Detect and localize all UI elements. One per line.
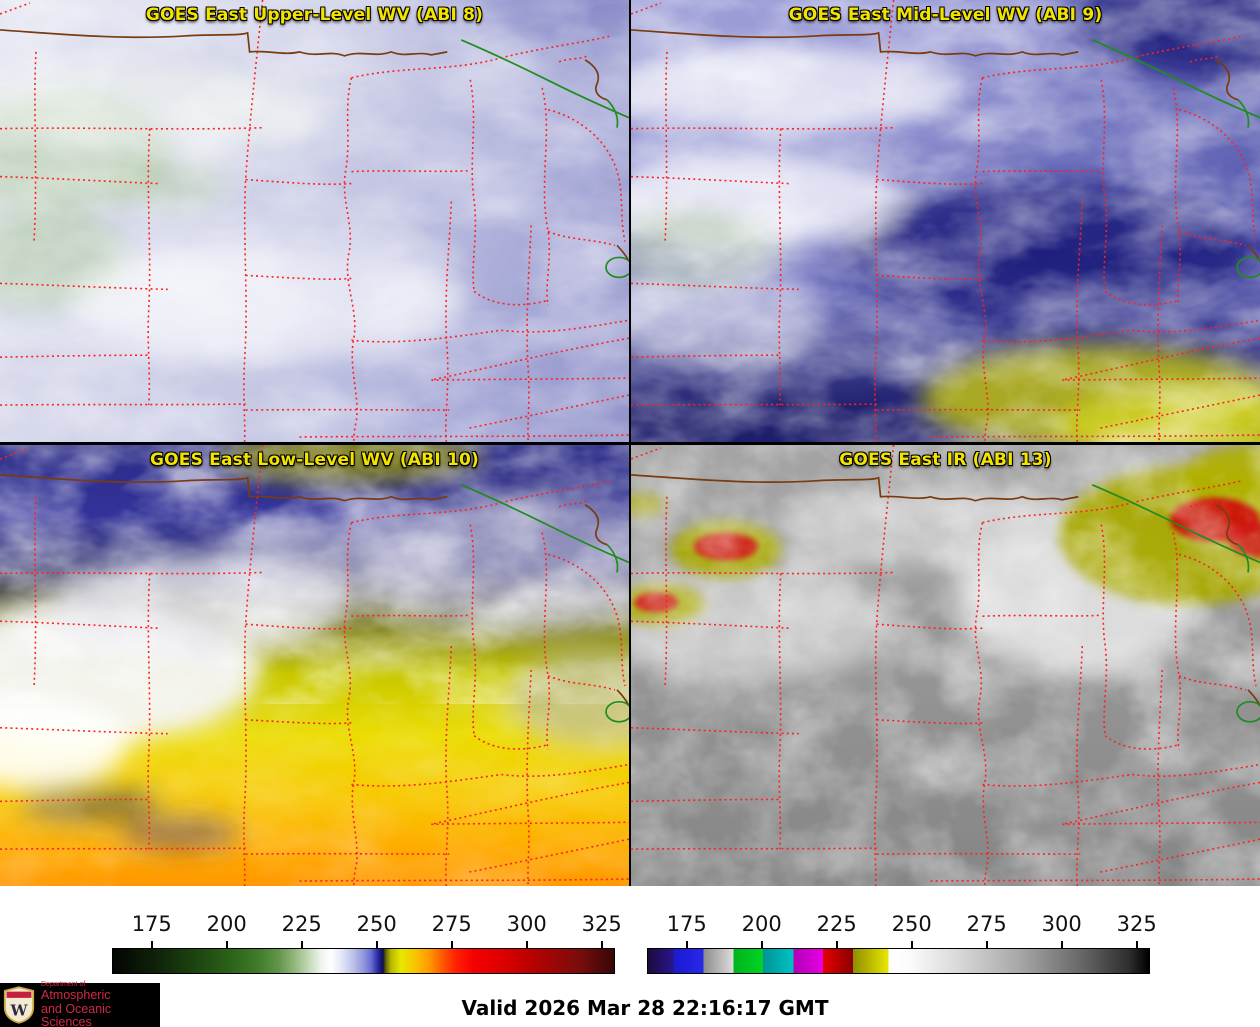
mid-wv-imagery-overlay: [631, 0, 1260, 442]
wv-tick-label: 325: [581, 912, 622, 936]
panel-title-abi9: GOES East Mid-Level WV (ABI 9): [788, 5, 1103, 25]
wv-tick-mark: [450, 941, 453, 948]
wv-tick-mark: [225, 941, 228, 948]
ir-tick-label: 200: [741, 912, 782, 936]
ir-tick-label: 325: [1116, 912, 1157, 936]
wv-colorbar: 175 200 225 250 275 300 325: [112, 886, 622, 978]
ir-tick-mark: [685, 941, 688, 948]
wv-tick-label: 250: [356, 912, 397, 936]
logo-department-line: Department of: [41, 981, 86, 989]
ir-imagery-overlay: [631, 445, 1260, 886]
ir-colorbar: 175 200 225 250 275 300 325: [647, 886, 1157, 978]
wv-tick-mark: [525, 941, 528, 948]
panel-title-abi8: GOES East Upper-Level WV (ABI 8): [145, 5, 484, 25]
logo-line2: and Oceanic Sciences: [41, 1001, 112, 1027]
ir-tick-label: 225: [816, 912, 857, 936]
ir-tick-mark: [910, 941, 913, 948]
wv-tick-mark: [600, 941, 603, 948]
crest-letter: W: [10, 1002, 29, 1020]
cloud-texture-lower: [0, 703, 629, 886]
cloud-texture: [631, 445, 1260, 886]
footer: 175 200 225 250 275 300 325 175 200 225 …: [0, 886, 1260, 1027]
wv-tick-label: 200: [206, 912, 247, 936]
uw-crest-icon: W: [3, 986, 35, 1024]
panel-mid-level-wv: GOES East Mid-Level WV (ABI 9): [631, 0, 1260, 442]
wv-tick-label: 300: [506, 912, 547, 936]
low-wv-imagery-overlay: [0, 445, 629, 886]
wv-tick-mark: [300, 941, 303, 948]
ir-tick-mark: [1060, 941, 1063, 948]
wv-tick-mark: [150, 941, 153, 948]
panel-ir: GOES East IR (ABI 13): [631, 445, 1260, 886]
ir-tick-mark: [835, 941, 838, 948]
aos-logo: W Department of Atmospheric and Oceanic …: [0, 981, 160, 1027]
upper-wv-imagery-overlay: [0, 0, 629, 442]
panel-title-abi10: GOES East Low-Level WV (ABI 10): [149, 450, 479, 470]
wv-tick-label: 175: [131, 912, 172, 936]
cloud-texture: [631, 0, 1260, 442]
cloud-texture: [0, 0, 629, 442]
wv-tick-label: 275: [431, 912, 472, 936]
ir-tick-label: 300: [1041, 912, 1082, 936]
ir-tick-mark: [1135, 941, 1138, 948]
panel-grid: GOES East Upper-Level WV (ABI 8) GOES Ea: [0, 0, 1260, 886]
ir-tick-label: 250: [891, 912, 932, 936]
ir-tick-label: 175: [666, 912, 707, 936]
ir-tick-mark: [760, 941, 763, 948]
ir-tick-mark: [985, 941, 988, 948]
logo-text: Department of Atmospheric and Oceanic Sc…: [41, 981, 160, 1027]
valid-timestamp: Valid 2026 Mar 28 22:16:17 GMT: [461, 996, 829, 1020]
panel-upper-level-wv: GOES East Upper-Level WV (ABI 8): [0, 0, 629, 442]
logo-line1: Atmospheric: [41, 988, 111, 1003]
wv-colorbar-gradient: [112, 948, 615, 974]
panel-title-abi13: GOES East IR (ABI 13): [839, 450, 1052, 470]
cloud-texture: [0, 445, 629, 704]
ir-colorbar-gradient: [647, 948, 1150, 974]
panel-low-level-wv: GOES East Low-Level WV (ABI 10): [0, 445, 629, 886]
ir-tick-label: 275: [966, 912, 1007, 936]
wv-tick-mark: [375, 941, 378, 948]
wv-tick-label: 225: [281, 912, 322, 936]
